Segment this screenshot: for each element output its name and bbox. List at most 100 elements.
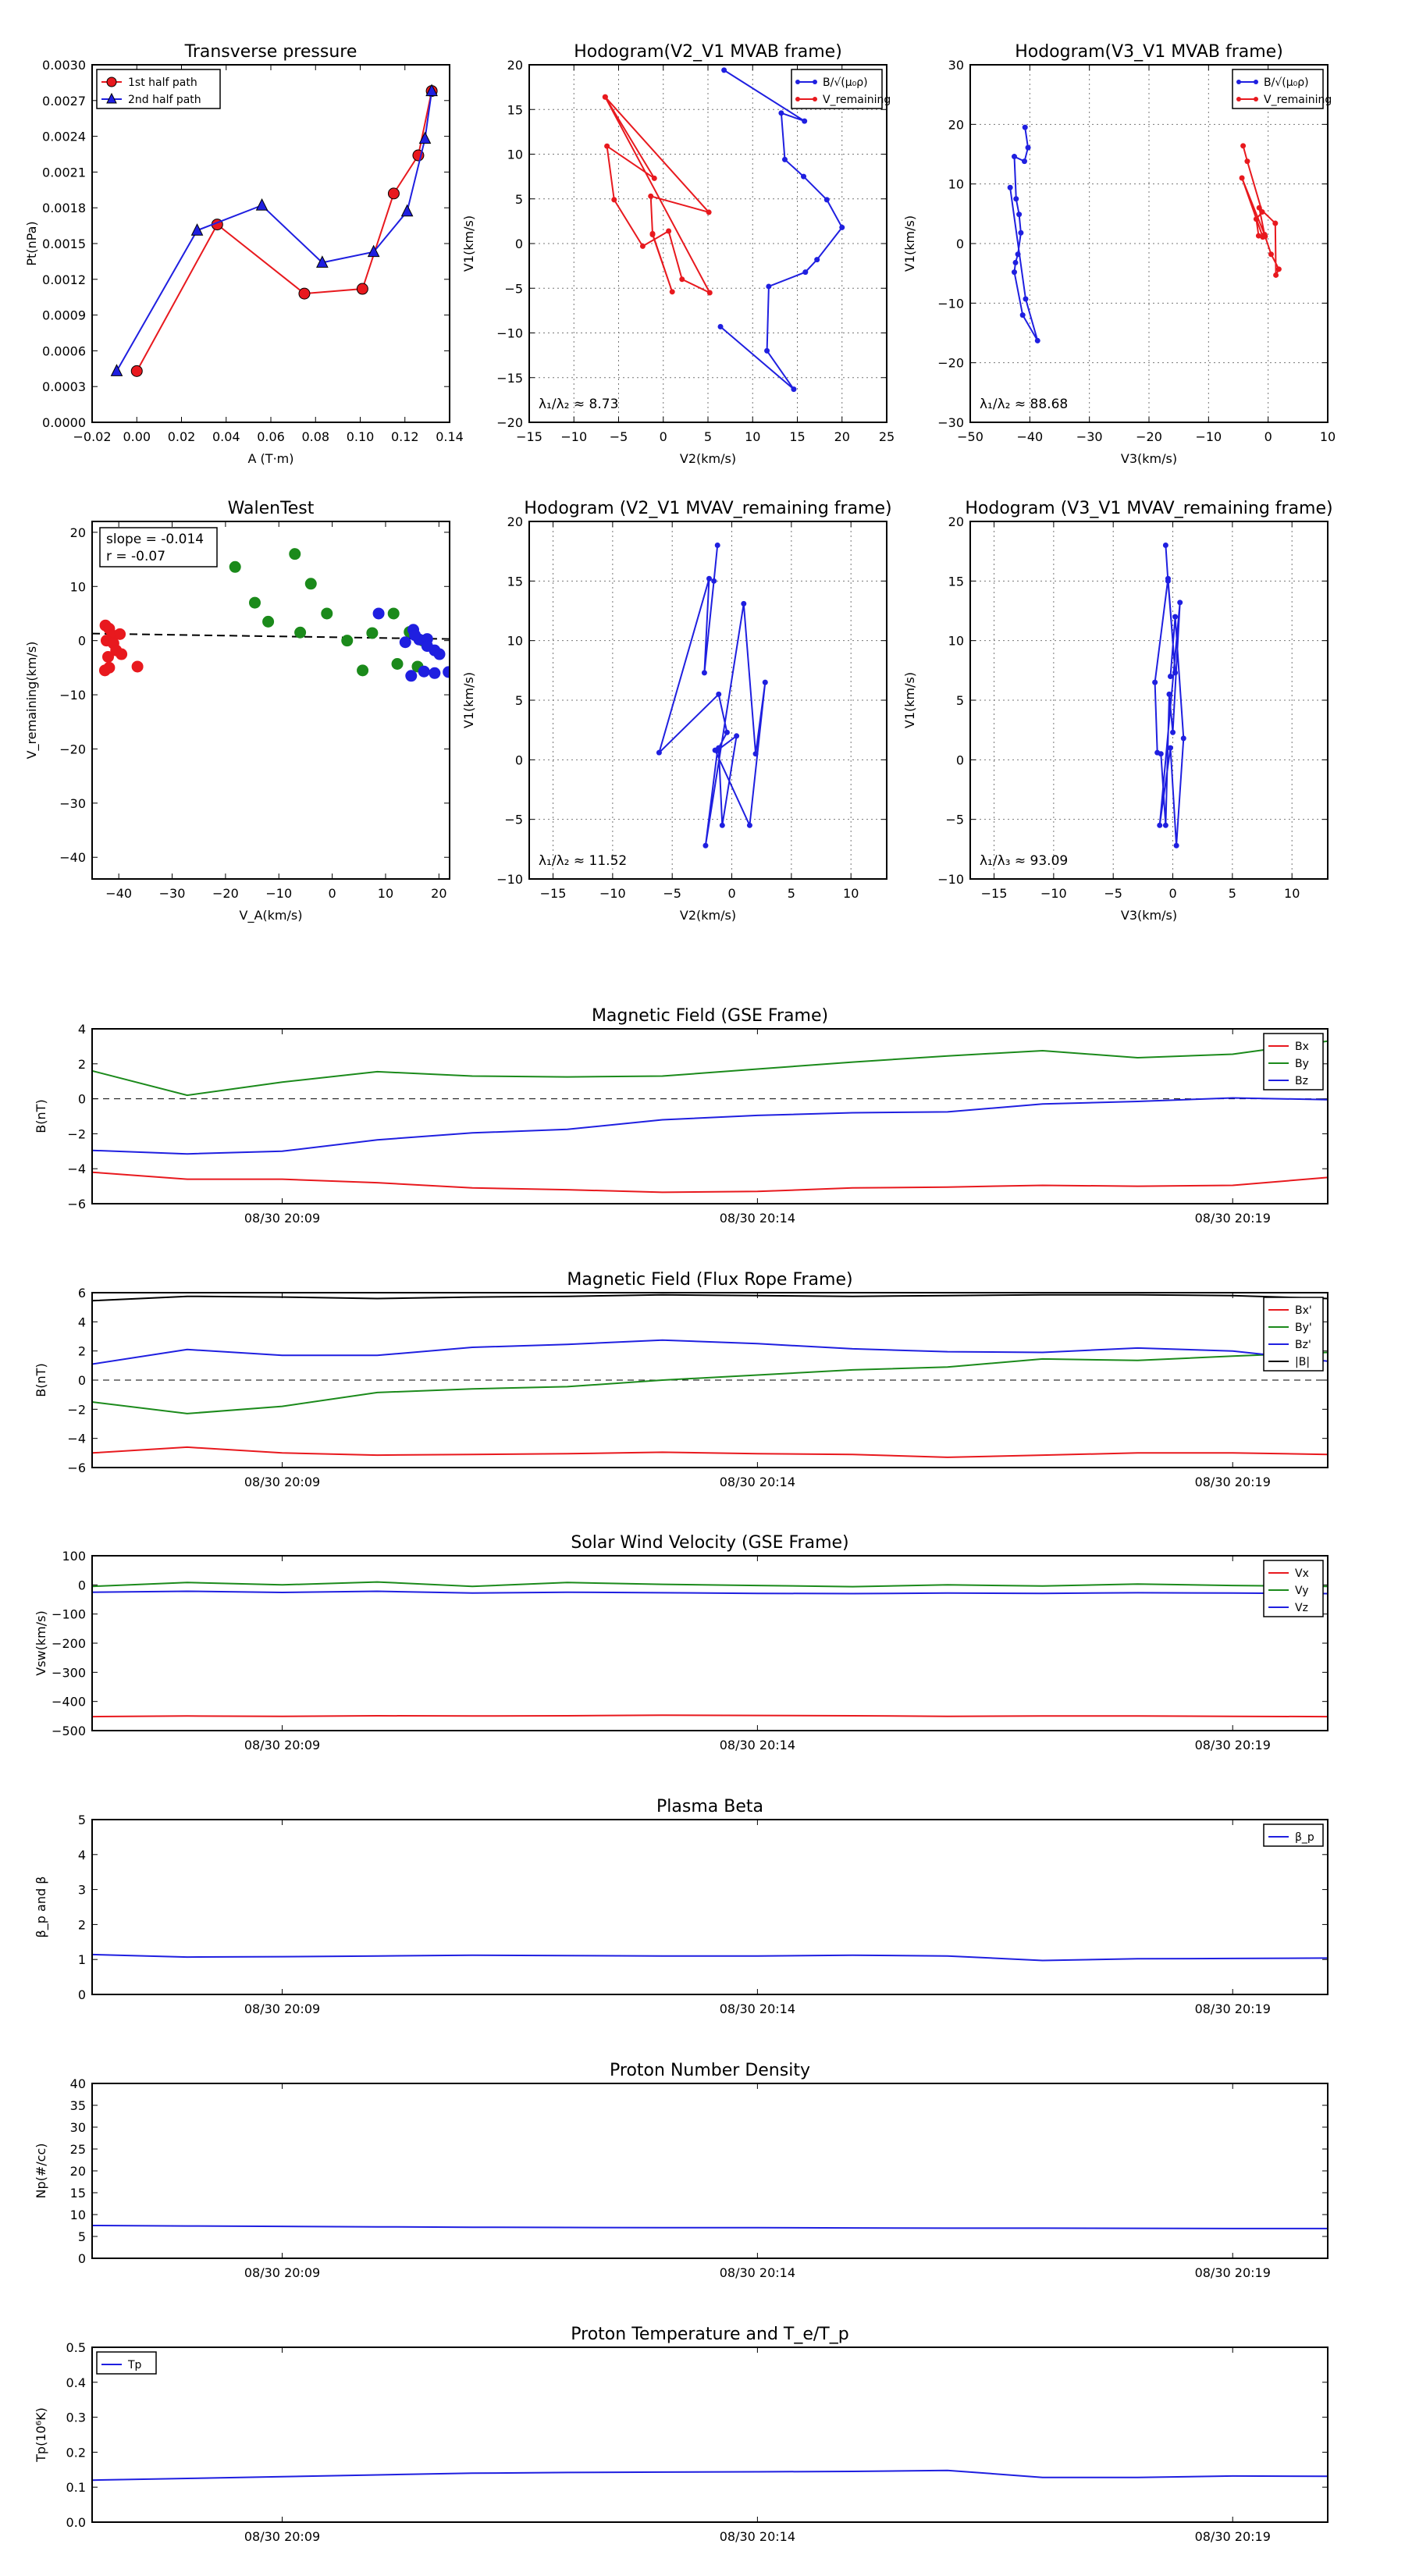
y-tick-label: −300 bbox=[52, 1665, 86, 1680]
chart-bgse: Magnetic Field (GSE Frame) 08/30 20:09 08/… bbox=[34, 1006, 1329, 1226]
plot-area bbox=[92, 548, 450, 682]
y-tick-label: 2 bbox=[78, 1917, 86, 1932]
data-point bbox=[656, 749, 662, 756]
chart-title: Magnetic Field (Flux Rope Frame) bbox=[567, 1270, 852, 1290]
plot-area bbox=[92, 1040, 1328, 1194]
x-tick-label: 10 bbox=[378, 886, 393, 901]
x-tick-label: 08/30 20:14 bbox=[720, 2001, 795, 2016]
chart-title: Proton Number Density bbox=[610, 2061, 810, 2080]
data-point bbox=[717, 323, 724, 329]
data-point bbox=[405, 670, 418, 682]
y-tick-label: 20 bbox=[70, 525, 86, 540]
y-tick-label: 30 bbox=[948, 58, 964, 73]
legend-label: Bx bbox=[1295, 1041, 1309, 1053]
plot-area bbox=[92, 2469, 1328, 2482]
data-point bbox=[1172, 614, 1179, 620]
legend-box bbox=[1263, 1560, 1324, 1617]
data-point bbox=[1012, 259, 1019, 265]
x-tick-label: −5 bbox=[663, 886, 681, 901]
y-tick-label: 0.0006 bbox=[42, 343, 86, 358]
x-tick-label: 0 bbox=[1264, 429, 1272, 444]
legend-label: Vy bbox=[1295, 1585, 1309, 1597]
series-line-β_p bbox=[92, 1953, 1328, 1962]
data-point bbox=[719, 822, 725, 828]
y-axis-label: B(nT) bbox=[34, 1099, 48, 1133]
y-tick-label: −30 bbox=[59, 796, 86, 811]
y-axis-label: V1(km/s) bbox=[902, 672, 917, 728]
plot-frame bbox=[528, 521, 887, 880]
series-line-0 bbox=[92, 2225, 1328, 2229]
legend-label: 2nd half path bbox=[128, 94, 201, 106]
plot-area bbox=[92, 2225, 1328, 2229]
y-tick-label: 0 bbox=[78, 1092, 86, 1107]
y-tick-label: 20 bbox=[70, 2164, 86, 2179]
y-tick-label: 0 bbox=[956, 753, 964, 767]
chart-np: Proton Number Density 08/30 20:09 08/30 20… bbox=[34, 2061, 1329, 2280]
data-point bbox=[1173, 842, 1179, 849]
series-line-0 bbox=[657, 545, 767, 846]
y-tick-label: −15 bbox=[496, 371, 523, 386]
y-tick-label: 10 bbox=[507, 148, 523, 162]
legend-label: β_p bbox=[1295, 1831, 1314, 1844]
series-line-By' bbox=[92, 1351, 1328, 1414]
series-line-Vy bbox=[92, 1581, 1328, 1588]
x-tick-label: −20 bbox=[1136, 429, 1162, 444]
x-tick-label: 0 bbox=[329, 886, 336, 901]
legend: B/√(μ₀ρ) V_remaining bbox=[1232, 69, 1332, 109]
legend-box bbox=[1232, 69, 1324, 109]
series-line-Bz bbox=[92, 1097, 1328, 1155]
data-point bbox=[321, 607, 333, 620]
legend-marker bbox=[1254, 97, 1258, 101]
y-tick-label: −500 bbox=[52, 1724, 86, 1738]
y-tick-label: 15 bbox=[70, 2186, 86, 2201]
y-tick-label: 3 bbox=[78, 1883, 86, 1898]
y-tick-label: 0.0009 bbox=[42, 308, 86, 323]
x-tick-label: 08/30 20:14 bbox=[720, 1738, 795, 1752]
data-point bbox=[1180, 735, 1186, 742]
x-tick-label: 08/30 20:14 bbox=[720, 1211, 795, 1226]
data-point bbox=[1166, 691, 1172, 697]
plot-frame bbox=[91, 2083, 1329, 2259]
y-tick-label: −10 bbox=[59, 688, 86, 703]
data-point bbox=[706, 290, 713, 296]
data-point bbox=[604, 143, 610, 149]
data-point bbox=[304, 578, 317, 590]
plot-area bbox=[1007, 124, 1282, 343]
legend: Bx' By' Bz' |B| bbox=[1263, 1297, 1324, 1372]
legend: Bx By Bz bbox=[1263, 1033, 1324, 1091]
annotation-text: slope = -0.014 bbox=[106, 532, 204, 547]
chart-title: Hodogram (V3_V1 MVAV_remaining frame) bbox=[965, 499, 1332, 518]
legend-marker bbox=[813, 80, 817, 84]
chart-hodo31: Hodogram(V3_V1 MVAB frame) −50 −40 −30 −20 −1… bbox=[902, 42, 1336, 466]
y-tick-label: −400 bbox=[52, 1695, 86, 1710]
y-tick-label: 0.4 bbox=[66, 2375, 86, 2390]
data-point bbox=[1021, 158, 1027, 165]
x-tick-label: 10 bbox=[1320, 429, 1336, 444]
y-tick-label: 0.0027 bbox=[42, 94, 86, 109]
y-axis-label: Vsw(km/s) bbox=[34, 1610, 48, 1675]
y-tick-label: 0 bbox=[78, 2251, 86, 2266]
y-tick-label: 0.0018 bbox=[42, 201, 86, 215]
x-tick-label: 25 bbox=[879, 429, 895, 444]
legend-marker bbox=[795, 80, 800, 84]
series-line-Vx bbox=[92, 1714, 1328, 1718]
y-tick-label: −4 bbox=[67, 1162, 86, 1176]
legend-box bbox=[1263, 1033, 1324, 1091]
x-axis-label: V_A(km/s) bbox=[240, 908, 303, 923]
legend-label: By' bbox=[1295, 1322, 1312, 1334]
x-tick-label: 0.06 bbox=[257, 429, 285, 444]
data-point bbox=[823, 197, 830, 203]
x-tick-label: 0.02 bbox=[168, 429, 196, 444]
data-point bbox=[1015, 251, 1021, 258]
y-tick-label: 0.0024 bbox=[42, 130, 86, 144]
data-point bbox=[611, 197, 617, 203]
x-axis-label: V2(km/s) bbox=[680, 451, 736, 466]
data-point bbox=[1177, 600, 1183, 606]
y-axis-label: V1(km/s) bbox=[461, 215, 476, 272]
x-axis-label: V3(km/s) bbox=[1121, 451, 1177, 466]
x-tick-label: 15 bbox=[789, 429, 805, 444]
y-tick-label: 0.2 bbox=[66, 2445, 86, 2460]
plot-frame bbox=[91, 1819, 1329, 1995]
y-tick-label: 20 bbox=[948, 117, 964, 132]
y-tick-label: −20 bbox=[59, 742, 86, 756]
